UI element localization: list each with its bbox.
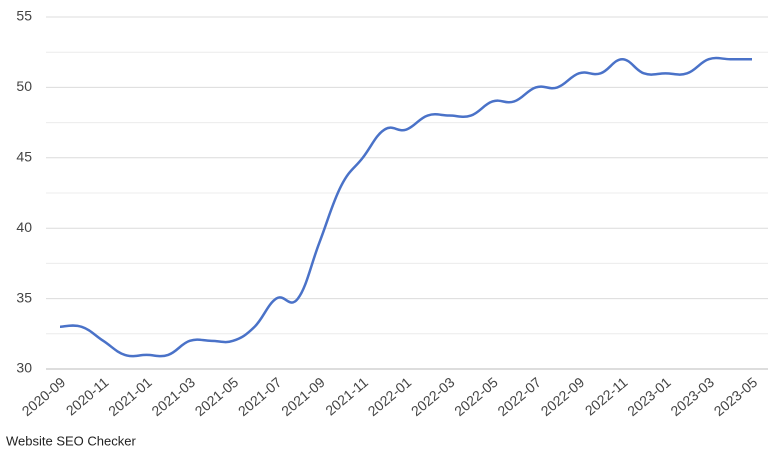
x-tick-label: 2022-09 (538, 374, 588, 419)
x-tick-label: 2021-07 (235, 374, 285, 419)
x-tick-label: 2021-11 (322, 374, 371, 419)
y-tick-label: 45 (16, 149, 32, 165)
x-tick-label: 2022-01 (365, 374, 415, 419)
y-tick-label: 55 (16, 8, 32, 24)
y-tick-label: 50 (16, 78, 32, 94)
x-tick-label: 2023-01 (624, 374, 674, 419)
x-tick-label: 2022-03 (408, 374, 458, 419)
y-tick-label: 35 (16, 289, 32, 305)
x-tick-label: 2021-09 (278, 374, 328, 419)
x-tick-label: 2022-05 (451, 374, 501, 419)
x-tick-label: 2021-01 (105, 374, 155, 419)
source-note: Website SEO Checker (6, 433, 136, 448)
x-tick-label: 2021-05 (192, 374, 242, 419)
x-tick-label: 2022-07 (494, 374, 544, 419)
x-tick-label: 2023-05 (711, 374, 761, 419)
data-line (59, 56, 752, 358)
x-tick-label: 2021-03 (148, 374, 198, 419)
x-tick-label: 2022-11 (582, 374, 631, 419)
x-tick-label: 2020-09 (19, 374, 69, 419)
x-tick-label: 2023-03 (667, 374, 717, 419)
y-tick-label: 40 (16, 219, 32, 235)
y-tick-label: 30 (16, 360, 32, 376)
x-tick-label: 2020-11 (63, 374, 112, 419)
